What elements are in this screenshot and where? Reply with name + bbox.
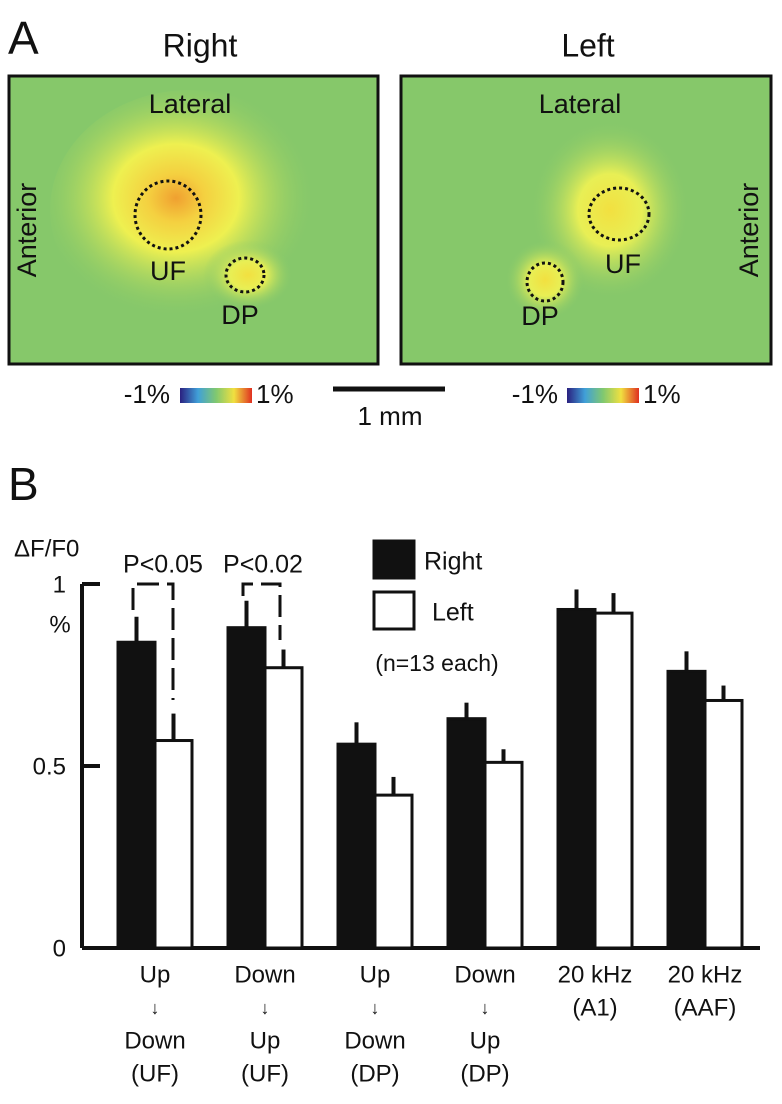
x-tick-label: Down: [344, 1027, 405, 1054]
orientation-label: Lateral: [149, 89, 232, 119]
legend-label: Left: [432, 599, 474, 627]
annotation: (n=13 each): [375, 650, 498, 676]
significance-brackets: [131, 582, 282, 700]
bar: [446, 717, 487, 950]
colorbar: [180, 388, 252, 403]
region-label: UF: [150, 256, 186, 286]
x-tick-label: 20 kHz: [668, 961, 743, 988]
annotation: P<0.02: [223, 551, 303, 579]
colorbar-label: -1%: [124, 379, 170, 409]
bar: [263, 666, 304, 950]
image-title: Left: [561, 27, 614, 63]
region-label: DP: [221, 300, 259, 330]
x-tick-label: Up: [140, 961, 171, 988]
x-tick-label: ↓: [261, 998, 270, 1018]
legend-label: Right: [424, 548, 482, 576]
x-tick-label: (AAF): [674, 994, 737, 1021]
region-label: DP: [521, 301, 559, 331]
legend-swatch: [372, 539, 416, 580]
region-label: UF: [605, 249, 641, 279]
x-tick-label: ↓: [481, 998, 490, 1018]
x-tick-label: Down: [454, 961, 515, 988]
orientation-label: Lateral: [539, 89, 622, 119]
x-tick-label: (A1): [572, 994, 617, 1021]
x-tick-label: (DP): [350, 1060, 399, 1087]
colorbar-label: 1%: [643, 379, 681, 409]
scale-bar-label: 1 mm: [358, 401, 423, 431]
x-tick-label: Down: [124, 1027, 185, 1054]
legend-swatch: [372, 590, 416, 631]
y-axis-label: ΔF/F0: [14, 535, 79, 562]
image-title: Right: [163, 27, 238, 63]
bar: [483, 760, 524, 950]
bar: [593, 611, 634, 950]
x-tick-label: ↓: [151, 998, 160, 1018]
panel-label: B: [8, 458, 39, 510]
x-tick-label: (UF): [241, 1060, 289, 1087]
bar: [556, 607, 597, 950]
bar: [226, 626, 267, 950]
orientation-label: Anterior: [12, 183, 42, 278]
panel-label: A: [8, 12, 39, 64]
colorbar-label: 1%: [256, 379, 294, 409]
colorbar-label: -1%: [512, 379, 558, 409]
x-tick-label: Down: [234, 961, 295, 988]
x-tick-label: Up: [360, 961, 391, 988]
bar: [666, 669, 707, 950]
x-tick-label: (UF): [131, 1060, 179, 1087]
x-tick-label: 20 kHz: [558, 961, 633, 988]
x-tick-label: Up: [250, 1027, 281, 1054]
orientation-label: Anterior: [734, 183, 764, 278]
bar: [703, 698, 744, 950]
bar: [373, 793, 414, 950]
colorbar: [567, 388, 639, 403]
y-tick-label: 0: [53, 935, 66, 962]
bar: [336, 742, 377, 950]
annotation: P<0.05: [123, 551, 203, 579]
y-axis-unit: %: [49, 611, 70, 638]
x-tick-label: Up: [470, 1027, 501, 1054]
bar: [153, 739, 194, 950]
y-tick-label: 1: [53, 571, 66, 598]
y-tick-label: 0.5: [33, 753, 66, 780]
image-left: [399, 74, 773, 366]
bar: [116, 640, 157, 950]
x-tick-label: ↓: [371, 998, 380, 1018]
x-tick-label: (DP): [460, 1060, 509, 1087]
image-right: [7, 74, 380, 366]
